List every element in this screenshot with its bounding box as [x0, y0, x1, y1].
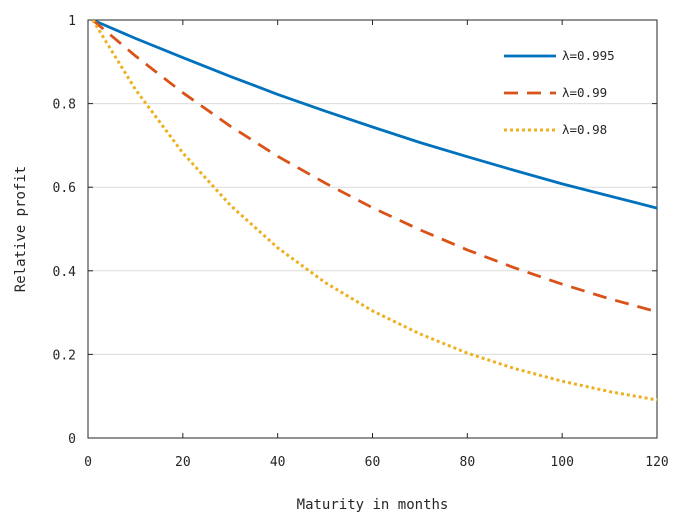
legend-label-3: λ=0.98 — [562, 122, 607, 137]
series-line-2 — [91, 18, 658, 314]
y-tick-label: 0.8 — [53, 98, 76, 113]
legend-label-1: λ=0.995 — [562, 48, 615, 63]
x-tick-label: 20 — [175, 455, 191, 470]
x-tick-label: 100 — [550, 455, 573, 470]
series-line-3 — [91, 19, 658, 402]
x-tick-label: 120 — [645, 455, 668, 470]
x-tick-label: 40 — [270, 455, 286, 470]
legend: λ=0.995 λ=0.99 λ=0.98 — [504, 48, 615, 137]
y-tick-label: 0.4 — [53, 265, 77, 280]
legend-label-2: λ=0.99 — [562, 85, 607, 100]
y-tick-label: 0.6 — [53, 181, 76, 196]
x-tick-label: 0 — [84, 455, 92, 470]
plot-frame — [87, 19, 658, 439]
y-axis-title: Relative profit — [13, 166, 29, 292]
x-tick-label: 60 — [365, 455, 381, 470]
y-tick-label: 0 — [68, 432, 76, 447]
axis-ticks: 0 0.2 0.4 0.6 0.8 1 0 20 40 60 80 100 120 — [53, 14, 669, 470]
grid — [88, 19, 657, 439]
y-tick-label: 1 — [68, 14, 76, 29]
y-tick-label: 0.2 — [53, 348, 76, 363]
series-lines — [91, 18, 658, 402]
x-axis-title: Maturity in months — [297, 497, 449, 513]
series-line-1 — [92, 18, 658, 210]
x-tick-label: 80 — [460, 455, 476, 470]
